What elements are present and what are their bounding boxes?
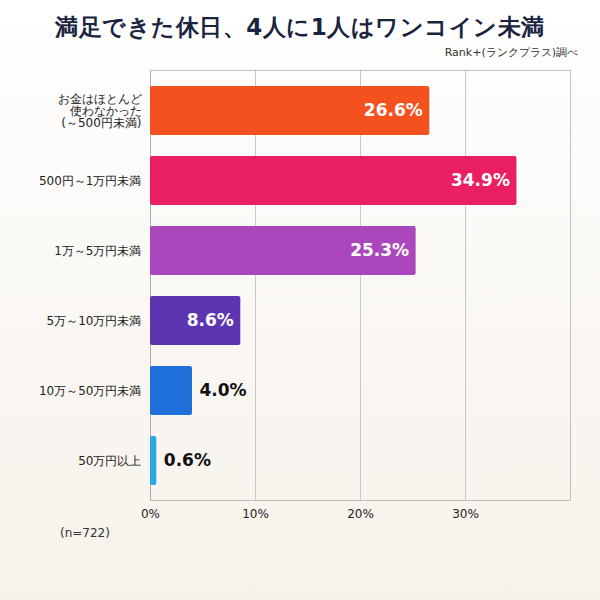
svg-text:34.9%: 34.9% (451, 170, 510, 190)
svg-text:5万～10万円未満: 5万～10万円未満 (47, 314, 142, 328)
svg-text:500円～1万円未満: 500円～1万円未満 (39, 174, 142, 188)
html-text:Rank+(ランクプラス)調べ: Rank+(ランクプラス)調べ (444, 46, 578, 59)
svg-text:26.6%: 26.6% (364, 100, 423, 120)
svg-text:25.3%: 25.3% (350, 240, 409, 260)
svg-text:10万～50万円未満: 10万～50万円未満 (39, 384, 142, 398)
svg-text:50万円以上: 50万円以上 (78, 454, 141, 468)
svg-text:20%: 20% (347, 507, 374, 521)
svg-text:10%: 10% (242, 507, 269, 521)
svg-text:1万～5万円未満: 1万～5万円未満 (54, 244, 141, 258)
svg-text:0%: 0% (141, 507, 160, 521)
svg-text:30%: 30% (452, 507, 479, 521)
svg-text:0.6%: 0.6% (164, 450, 211, 470)
html-text:(n=722): (n=722) (60, 526, 110, 540)
svg-text:4.0%: 4.0% (200, 380, 247, 400)
svg-text:8.6%: 8.6% (187, 310, 234, 330)
html-text:満足できた休日、4人に1人はワンコイン未満: 満足できた休日、4人に1人はワンコイン未満 (55, 14, 545, 40)
svg-text:お金はほとんど使わなかった(～500円未満): お金はほとんど使わなかった(～500円未満) (58, 92, 142, 130)
